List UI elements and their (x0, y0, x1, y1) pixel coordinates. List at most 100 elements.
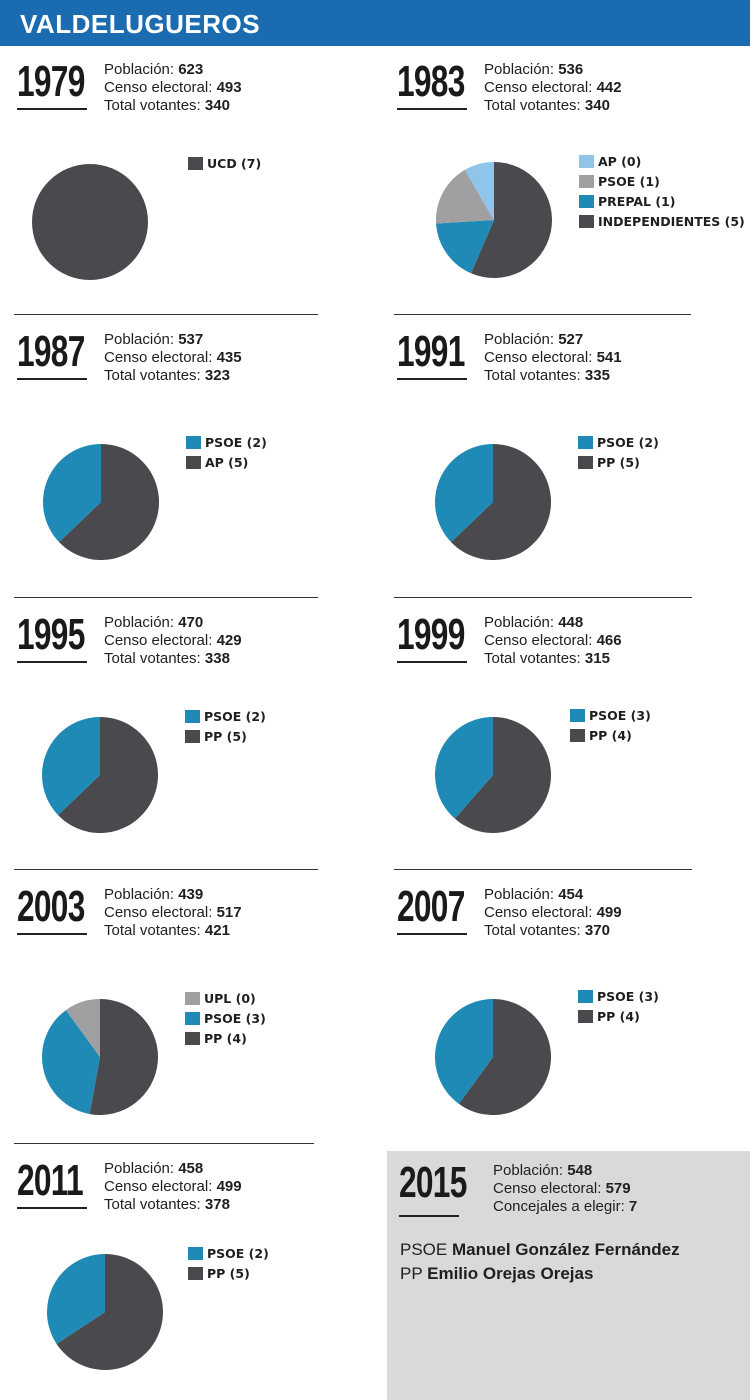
stat-censo: Censo electoral: 435 (104, 349, 242, 367)
stat-poblacion: Población: 448 (484, 614, 622, 632)
legend-swatch (185, 992, 200, 1005)
stat-censo-value: 493 (216, 79, 242, 96)
legend-swatch (578, 1010, 593, 1023)
pie-chart-2007 (435, 999, 551, 1115)
stat-poblacion: Población: 537 (104, 331, 242, 349)
stats-1999: Población: 448 Censo electoral: 466 Total … (484, 614, 622, 668)
stat-concejales: Concejales a elegir: 7 (493, 1198, 638, 1215)
stat-poblacion: Población: 439 (104, 886, 242, 904)
legend-swatch (579, 175, 594, 188)
candidate-pp: PP Emilio Orejas Orejas (400, 1264, 594, 1283)
year-label: 1995 (17, 610, 85, 659)
legend-label: PSOE (2) (597, 435, 659, 450)
stat-poblacion: Población: 527 (484, 331, 622, 349)
pie-slice-psoe (435, 717, 493, 819)
pie-slice-pp (58, 717, 158, 833)
stat-votantes-value: 340 (584, 97, 610, 114)
legend-label: PP (5) (207, 1266, 250, 1281)
stat-poblacion-label: Población: (104, 61, 179, 78)
legend-label: PP (4) (589, 728, 632, 743)
stat-votantes-label: Total votantes: (484, 922, 585, 939)
header-bar: VALDELUGUEROS (0, 0, 750, 46)
stat-poblacion-value: 470 (178, 614, 204, 631)
section-divider (394, 869, 692, 870)
stats-1979: Población: 623 Censo electoral: 493 Total … (104, 61, 242, 115)
stat-poblacion: Población: 458 (104, 1160, 242, 1178)
pie-chart-1987 (42, 444, 159, 560)
stat-votantes-value: 370 (584, 922, 610, 939)
year-label: 1999 (397, 610, 465, 659)
section-divider (394, 314, 691, 315)
stat-censo: Censo electoral: 499 (484, 904, 622, 922)
stat-poblacion-label: Población: (104, 886, 179, 903)
pie-slice-psoe (435, 999, 493, 1104)
stat-poblacion-label: Población: (484, 61, 559, 78)
candidate-psoe: PSOE Manuel González Fernández (400, 1240, 680, 1259)
stat-votantes-label: Total votantes: (104, 650, 205, 667)
pie-slice-psoe (435, 444, 493, 543)
stat-votantes-label: Total votantes: (104, 367, 205, 384)
stat-censo-value: 499 (596, 904, 622, 921)
section-divider (14, 1143, 314, 1144)
year-label: 1983 (397, 57, 465, 106)
year-label: 1991 (397, 327, 465, 376)
pie-slice-pp (56, 1254, 163, 1370)
stats-2003: Población: 439 Censo electoral: 517 Total … (104, 886, 242, 940)
pie-chart-1991 (435, 444, 551, 560)
stat-censo-value: 541 (596, 349, 622, 366)
stat-censo-value: 499 (216, 1178, 242, 1195)
stat-votantes-value: 378 (204, 1196, 230, 1213)
stat-censo: Censo electoral: 517 (104, 904, 242, 922)
year-underline (397, 933, 467, 935)
legend-label: UPL (0) (204, 991, 256, 1006)
year-underline (397, 108, 467, 110)
stats-2015: Población: 548 Censo electoral: 579 Conc… (493, 1162, 637, 1216)
stat-poblacion-value: 458 (178, 1160, 204, 1177)
stat-poblacion-label: Población: (104, 614, 179, 631)
year-underline (17, 378, 87, 380)
legend-swatch (188, 1247, 203, 1260)
legend-label: PSOE (3) (597, 989, 659, 1004)
stat-censo-value: 517 (216, 904, 242, 921)
section-divider (394, 597, 692, 598)
stat-poblacion: Población: 470 (104, 614, 242, 632)
legend-label: PP (4) (597, 1009, 640, 1024)
stat-poblacion-label: Población: (484, 614, 559, 631)
year-underline (397, 378, 467, 380)
stat-poblacion-label: Población: (484, 886, 559, 903)
legend-swatch (570, 729, 585, 742)
stat-poblacion-label: Población: (104, 331, 179, 348)
year-underline (17, 108, 87, 110)
stat-poblacion-value: 537 (178, 331, 204, 348)
legend-label: PSOE (1) (598, 174, 660, 189)
stat-votantes-label: Total votantes: (104, 922, 205, 939)
stat-censo: Censo electoral: 499 (104, 1178, 242, 1196)
year-label: 2015 (399, 1158, 467, 1207)
legend-label: PP (5) (597, 455, 640, 470)
legend-label: PSOE (2) (207, 1246, 269, 1261)
stat-votantes: Total votantes: 421 (104, 922, 242, 940)
stat-poblacion: Población: 548 (493, 1162, 593, 1179)
stat-censo-label: Censo electoral: (104, 349, 217, 366)
legend-swatch (186, 456, 201, 469)
stat-censo: Censo electoral: 579 (493, 1180, 631, 1197)
pie-slice-pp (458, 999, 551, 1115)
stat-votantes-value: 421 (204, 922, 230, 939)
year-label: 2007 (397, 882, 465, 931)
stat-votantes: Total votantes: 340 (484, 97, 622, 115)
stat-votantes-label: Total votantes: (104, 1196, 205, 1213)
stat-votantes: Total votantes: 323 (104, 367, 242, 385)
stat-censo-label: Censo electoral: (484, 632, 597, 649)
legend-label: PP (5) (204, 729, 247, 744)
stat-censo: Censo electoral: 466 (484, 632, 622, 650)
legend-swatch (570, 709, 585, 722)
stat-poblacion-value: 623 (178, 61, 204, 78)
pie-slice-pp (451, 444, 551, 560)
year-underline (397, 661, 467, 663)
stat-votantes-value: 323 (204, 367, 230, 384)
stats-1987: Población: 537 Censo electoral: 435 Total … (104, 331, 242, 385)
year-label: 2011 (17, 1156, 84, 1205)
pie-chart-1999 (435, 717, 551, 833)
stat-censo-label: Censo electoral: (104, 904, 217, 921)
legend-swatch (579, 155, 594, 168)
